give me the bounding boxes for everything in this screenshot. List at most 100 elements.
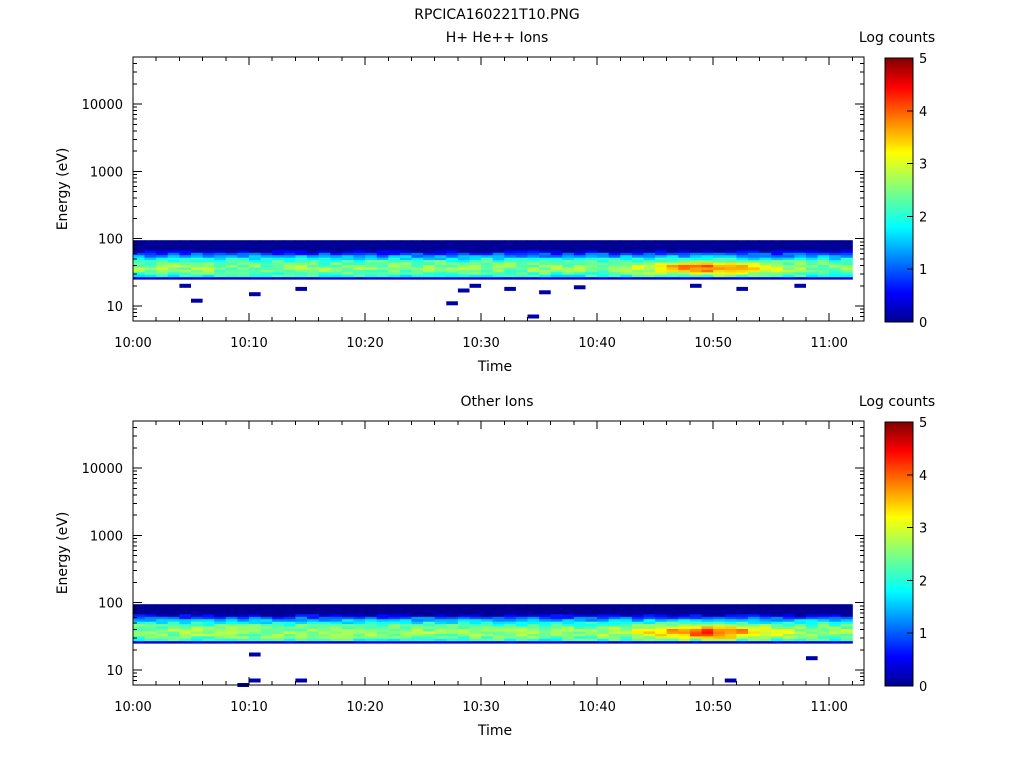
heatmap-cell [608,640,621,644]
heatmap-cell [771,616,784,620]
heatmap-cell [759,628,772,632]
heatmap-cell [631,621,644,625]
heatmap-cell [840,252,853,256]
heatmap-cell [504,628,517,632]
heatmap-cell [272,247,285,251]
heatmap-cell [701,640,714,644]
heatmap-cell [608,626,621,629]
heatmap-cell [748,267,760,270]
heatmap-cell [620,257,633,261]
heatmap-cell [666,618,679,622]
heatmap-cell [666,274,679,278]
heatmap-cell [144,609,157,612]
heatmap-cell [573,628,586,632]
heatmap-cell [179,271,192,275]
heatmap-cell [608,635,621,639]
isolated-point [249,652,261,657]
heatmap-cell [840,254,853,258]
heatmap-cell [133,269,145,273]
heatmap-cell [214,269,227,273]
heatmap-cell [249,638,261,642]
heatmap-cell [748,242,760,246]
heatmap-cell [736,604,749,607]
heatmap-cell [179,621,192,625]
heatmap-cell [411,262,424,265]
heatmap-cell [469,616,482,620]
heatmap-cell [550,257,563,261]
heatmap-cell [643,635,656,639]
heatmap-cell [167,631,180,634]
heatmap-cell [307,638,319,642]
heatmap-cell [817,252,830,256]
heatmap-cell [794,635,807,639]
heatmap-cell [597,626,610,629]
heatmap-cell [202,621,215,625]
heatmap-cell [330,245,343,248]
heatmap-cell [690,245,702,248]
colorbar-tick-label: 0 [919,680,927,695]
heatmap-cell [492,628,505,632]
heatmap-cell [388,635,401,639]
heatmap-cell [249,269,261,273]
heatmap-cell [399,635,412,639]
heatmap-cell [272,267,285,270]
heatmap-cell [736,247,749,251]
heatmap-cell [167,621,180,625]
heatmap-cell [156,264,169,268]
heatmap-cell [295,276,308,280]
heatmap-cell [341,631,354,634]
colorbar-tick-label: 2 [919,210,927,225]
heatmap-cell [597,269,610,273]
heatmap-cell [504,259,517,263]
panel-top-ylabel: Energy (eV) [55,148,71,231]
heatmap-cell [179,638,192,642]
heatmap-cell [539,633,552,637]
heatmap-cell [307,640,319,644]
heatmap-cell [365,626,378,629]
heatmap-cell [620,631,633,634]
heatmap-cell [759,609,772,612]
heatmap-cell [759,276,772,280]
heatmap-cell [562,262,575,265]
heatmap-cell [457,267,470,270]
heatmap-cell [759,245,772,248]
heatmap-cell [446,631,459,634]
colorbar-tick-label: 3 [919,522,927,537]
heatmap-cell [597,621,610,625]
heatmap-cell [782,240,795,243]
heatmap-cell [330,614,343,617]
heatmap-cell [225,259,238,263]
heatmap-cell [191,623,203,627]
heatmap-cell [376,254,389,258]
heatmap-cell [330,606,343,610]
heatmap-cell [365,614,378,617]
heatmap-cell [806,267,818,270]
heatmap-cell [515,621,528,625]
heatmap-cell [655,250,668,253]
heatmap-cell [202,267,215,270]
heatmap-cell [307,623,319,627]
heatmap-cell [237,252,250,256]
heatmap-cell [481,616,494,620]
heatmap-cell [840,628,853,632]
heatmap-cell [539,240,552,243]
heatmap-cell [225,609,238,612]
heatmap-cell [817,635,830,639]
heatmap-cell [504,614,517,617]
heatmap-cell [457,606,470,610]
heatmap-cell [655,604,668,607]
heatmap-cell [295,614,308,617]
heatmap-cell [167,604,180,607]
isolated-point [690,283,702,288]
heatmap-cell [585,633,598,637]
heatmap-cell [295,245,308,248]
heatmap-cell [678,250,691,253]
heatmap-cell [295,257,308,261]
heatmap-cell [446,257,459,261]
heatmap-cell [376,606,389,610]
heatmap-cell [260,264,273,268]
heatmap-cell [539,250,552,253]
heatmap-cell [620,604,633,607]
heatmap-cell [585,616,598,620]
heatmap-cell [562,257,575,261]
